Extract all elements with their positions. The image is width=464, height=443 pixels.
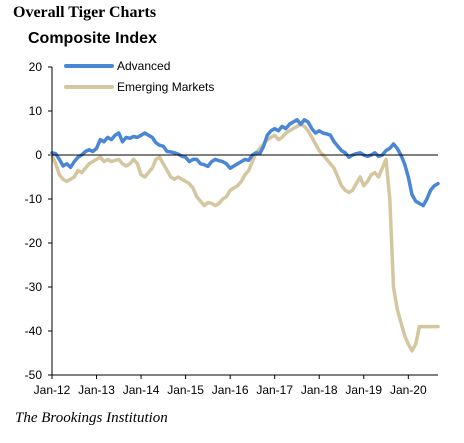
chart-title: Composite Index (28, 30, 157, 47)
y-tick-label: -50 (25, 368, 43, 382)
series-line-advanced (50, 118, 440, 208)
legend-label: Advanced (117, 59, 170, 73)
source-caption: The Brookings Institution (15, 410, 168, 426)
x-tick-label: Jan-19 (345, 383, 382, 397)
y-tick-label: -40 (25, 324, 43, 338)
page-header-title: Overall Tiger Charts (13, 4, 157, 21)
x-tick-label: Jan-15 (167, 383, 204, 397)
axes (51, 67, 438, 376)
x-tick-label: Jan-20 (390, 383, 427, 397)
legend: Advanced Emerging Markets (64, 59, 214, 94)
y-axis-ticks: 20 10 0 -10 -20 -30 -40 -50 (25, 60, 52, 382)
y-tick-label: 0 (35, 148, 42, 162)
x-axis-ticks: Jan-12 Jan-13 Jan-14 Jan-15 Jan-16 Jan-17 Jan-… (34, 375, 427, 397)
y-tick-label: -10 (25, 192, 43, 206)
x-tick-label: Jan-16 (212, 383, 249, 397)
y-tick-label: -20 (25, 236, 43, 250)
y-tick-label: -30 (25, 280, 43, 294)
y-tick-label: 20 (29, 60, 43, 74)
series-lines (50, 118, 440, 353)
x-tick-label: Jan-17 (256, 383, 293, 397)
x-tick-label: Jan-12 (34, 383, 71, 397)
x-tick-label: Jan-18 (301, 383, 338, 397)
y-tick-label: 10 (29, 104, 43, 118)
series-line-emerging-markets (50, 122, 440, 353)
legend-label: Emerging Markets (117, 80, 214, 94)
x-tick-label: Jan-13 (78, 383, 115, 397)
x-tick-label: Jan-14 (123, 383, 160, 397)
